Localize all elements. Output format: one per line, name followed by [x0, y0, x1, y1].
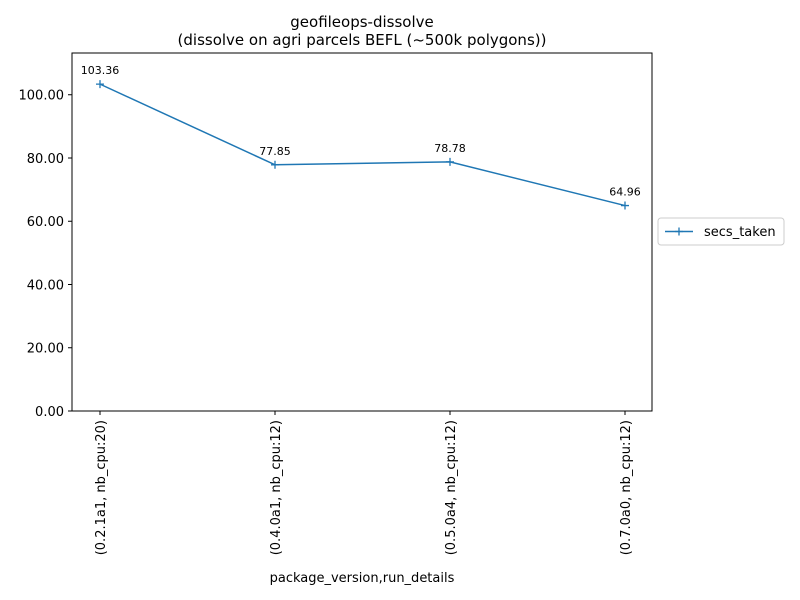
y-tick-label: 20.00 — [27, 342, 64, 357]
y-axis: 0.00 20.00 40.00 60.00 80.00 100.00 — [19, 89, 72, 420]
data-labels: 103.36 77.85 78.78 64.96 — [81, 64, 641, 198]
legend: secs_taken — [657, 217, 785, 246]
legend-marker — [675, 227, 683, 236]
y-tick-label: 100.00 — [19, 89, 65, 104]
x-axis-label: package_version,run_details — [270, 571, 455, 586]
data-label: 77.85 — [259, 145, 291, 158]
y-tick-label: 80.00 — [27, 152, 64, 167]
plot-area — [71, 52, 653, 412]
data-point — [621, 201, 629, 210]
x-tick-label: (0.2.1a1, nb_cpu:20) — [94, 420, 109, 555]
x-tick-label: (0.7.0a0, nb_cpu:12) — [619, 420, 634, 555]
data-point — [271, 160, 279, 169]
data-label: 78.78 — [434, 142, 466, 155]
data-label: 103.36 — [81, 64, 120, 77]
data-point — [96, 80, 104, 89]
series-layer — [96, 80, 629, 210]
x-tick-label: (0.5.0a4, nb_cpu:12) — [444, 420, 459, 555]
y-tick-label: 40.00 — [27, 278, 64, 293]
data-label: 64.96 — [609, 186, 641, 199]
y-tick-label: 60.00 — [27, 215, 64, 230]
x-tick-label: (0.4.0a1, nb_cpu:12) — [269, 420, 284, 555]
data-point — [446, 157, 454, 166]
legend-label: secs_taken — [704, 225, 776, 240]
legend-box — [657, 217, 785, 246]
chart-title: geofileops-dissolve — [290, 13, 433, 31]
chart-subtitle: (dissolve on agri parcels BEFL (~500k po… — [178, 31, 547, 49]
y-tick-label: 0.00 — [35, 405, 64, 420]
x-axis: (0.2.1a1, nb_cpu:20) (0.4.0a1, nb_cpu:12)… — [94, 411, 634, 555]
series-line — [99, 83, 626, 207]
